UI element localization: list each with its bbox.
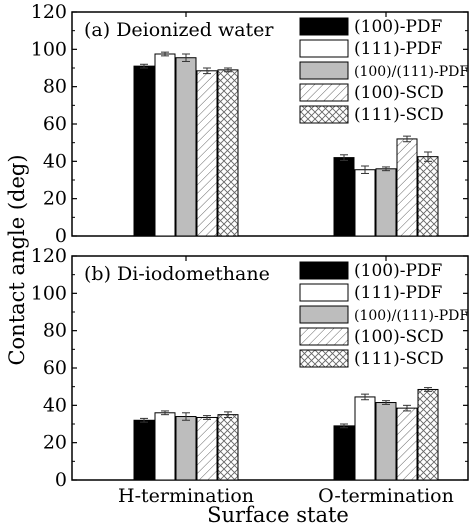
bar [396, 407, 418, 481]
y-tick-label: 60 [43, 357, 67, 379]
bar [333, 425, 355, 481]
legend-swatch [299, 61, 349, 80]
chart-panels: 0 20 40 60 80 100 120 (a) Deionized water (100)-… [31, 1, 470, 507]
panel-title: (b) Di-iodomethane [84, 263, 270, 285]
x-tick-label: O-termination [318, 485, 454, 507]
y-tick-label: 100 [31, 38, 67, 60]
bar [375, 402, 397, 481]
y-axis-title: Contact angle (deg) [5, 154, 29, 365]
bar [196, 70, 218, 237]
legend-label: (111)-PDF [354, 39, 443, 59]
panel-title: (a) Deionized water [84, 19, 274, 41]
bar [196, 416, 218, 481]
y-tick-label: 80 [43, 320, 67, 342]
y-tick-label: 20 [43, 188, 67, 210]
legend-label: (100)-SCD [354, 327, 444, 347]
y-tick-label: 60 [43, 113, 67, 135]
bar [217, 414, 239, 481]
legend-swatch [299, 261, 349, 280]
bar [154, 53, 176, 237]
legend-label: (100)/(111)-PDF [354, 64, 469, 80]
bar [175, 416, 197, 481]
y-tick-label: 100 [31, 282, 67, 304]
bar [354, 169, 376, 237]
legend-swatch [299, 39, 349, 58]
panel-b: 0 20 40 60 80 100 120 H-termination O-terminatio… [31, 245, 470, 507]
legend-label: (111)-SCD [354, 105, 444, 125]
legend-swatch [299, 105, 349, 124]
bar [417, 388, 439, 481]
bar [175, 57, 197, 237]
bar [375, 168, 397, 237]
bar [133, 65, 155, 237]
y-tick-label: 120 [31, 1, 67, 23]
bar [133, 419, 155, 481]
legend-label: (100)-SCD [354, 83, 444, 103]
bar [354, 396, 376, 481]
legend-label: (100)-PDF [354, 261, 443, 281]
y-tick-label: 80 [43, 76, 67, 98]
y-tick-label: 120 [31, 245, 67, 267]
y-tick-label: 0 [55, 225, 67, 247]
legend-swatch [299, 349, 349, 368]
bar [396, 138, 418, 237]
y-tick-label: 40 [43, 150, 67, 172]
legend-label: (111)-SCD [354, 349, 444, 369]
y-tick-label: 0 [55, 469, 67, 491]
bar [154, 412, 176, 481]
x-axis-title: Surface state [207, 503, 349, 527]
legend-swatch [299, 83, 349, 102]
legend-swatch [299, 283, 349, 302]
legend-label: (100)/(111)-PDF [354, 308, 469, 324]
x-tick-label: H-termination [118, 485, 254, 507]
y-tick-label: 40 [43, 394, 67, 416]
legend-swatch [299, 305, 349, 324]
legend-swatch [299, 327, 349, 346]
bar [333, 157, 355, 237]
bar [417, 156, 439, 237]
legend-swatch [299, 17, 349, 36]
legend-label: (111)-PDF [354, 283, 443, 303]
y-tick-label: 20 [43, 432, 67, 454]
legend-label: (100)-PDF [354, 17, 443, 37]
panel-a: 0 20 40 60 80 100 120 (a) Deionized water (100)-… [31, 1, 470, 247]
bar [217, 69, 239, 237]
